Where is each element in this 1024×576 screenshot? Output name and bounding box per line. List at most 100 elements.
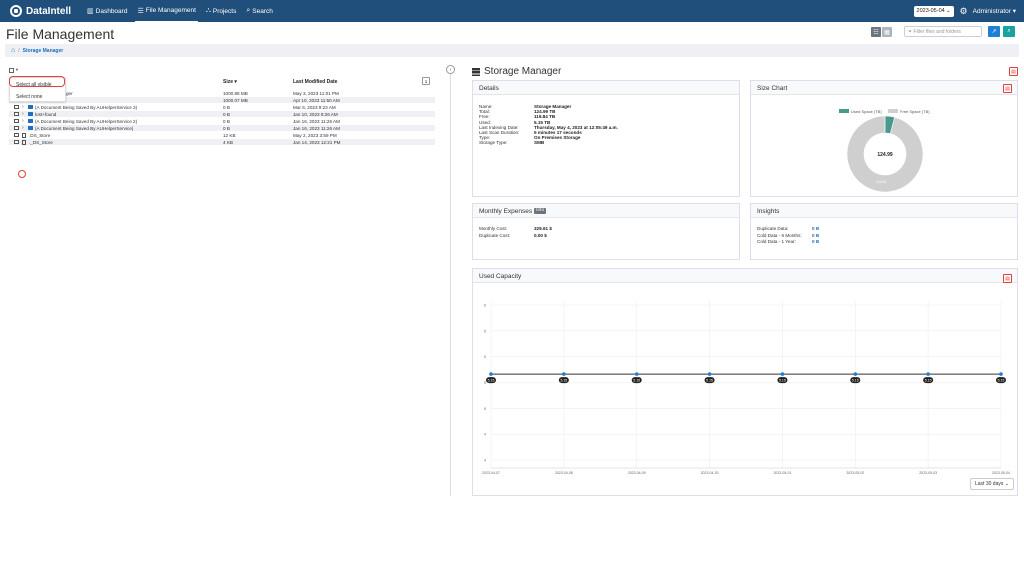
brand-logo-icon (10, 5, 22, 17)
select-all-checkbox[interactable] (9, 68, 14, 73)
row-name[interactable]: ._DS_Store (29, 139, 53, 145)
row-checkbox[interactable] (14, 104, 19, 109)
info-badge[interactable]: Info (534, 207, 547, 214)
column-last-modified[interactable]: Last Modified Date (293, 79, 338, 85)
row-name[interactable]: lost+found (35, 111, 57, 117)
table-row[interactable]: ._DS_Store 4 KB Jan 14, 2023 12:21 PM (9, 139, 435, 145)
row-size: 1000.07 MB (223, 97, 248, 103)
details-card: Details Name: Storage Manager Total: 124.99… (472, 80, 740, 197)
nav-projects[interactable]: ⛬ Projects (204, 0, 238, 22)
data-point[interactable] (562, 372, 566, 376)
y-tick-label: 5 (484, 407, 486, 411)
brand[interactable]: DataIntell (10, 5, 71, 17)
expenses-card: Monthly Expenses Info Monthly Cost: 329.61… (472, 203, 740, 260)
nav-dashboard-label: Dashboard (95, 7, 128, 15)
table-row[interactable]: .DS_Store 12 KB May 2, 2023 3:59 PM (9, 132, 435, 138)
row-checkbox[interactable] (14, 139, 19, 144)
folder-icon (28, 119, 33, 123)
data-point[interactable] (853, 372, 858, 376)
info-value: SMB (534, 140, 545, 146)
nav-file-management[interactable]: ☰ File Management (135, 0, 198, 22)
table-row[interactable]: ger 1000.88 MB May 3, 2023 11:01 PM (9, 90, 435, 96)
x-tick-label: 2023-05-02 (846, 471, 864, 475)
pane-divider[interactable] (450, 72, 451, 496)
gear-icon[interactable]: ⚙ (959, 5, 968, 16)
row-checkbox[interactable] (14, 118, 19, 123)
chart-button[interactable]: ↗ (988, 26, 1000, 37)
row-name[interactable]: (A Document Being Saved By AUHelperServi… (35, 104, 138, 110)
brand-name: DataIntell (26, 5, 72, 17)
y-tick-label: 4 (484, 433, 486, 437)
collapse-pane-button[interactable]: › (446, 65, 455, 74)
column-size[interactable]: Size ▾ (223, 79, 237, 85)
row-name[interactable]: .DS_Store (29, 132, 51, 138)
chevron-right-icon[interactable]: › (22, 103, 24, 110)
filter-icon: ⏷ (908, 28, 914, 35)
date-select[interactable]: 2023-05-04 ⌄ (913, 5, 954, 17)
data-point[interactable] (634, 372, 639, 376)
row-checkbox[interactable] (14, 111, 19, 116)
info-key: Type: (479, 135, 491, 141)
data-label-bg (631, 377, 642, 384)
info-value[interactable]: 0 B (812, 239, 820, 244)
chevron-right-icon[interactable]: › (22, 110, 24, 117)
table-row[interactable]: › lost+found 0 B Jan 10, 2023 8:26 AM (9, 111, 435, 117)
search-button[interactable]: ⌕ (1003, 26, 1015, 37)
table-row[interactable]: › (A Document Being Saved By AUHelperServ… (9, 125, 435, 131)
pdf-icon: ▤ (1011, 68, 1016, 75)
row-name[interactable]: (A Document Being Saved By AUHelperServi… (35, 118, 138, 124)
chart-icon: ▥ (87, 8, 94, 15)
column-count-badge[interactable]: 1 (422, 77, 430, 85)
info-value[interactable]: 0 B (812, 226, 820, 231)
home-icon[interactable]: ⌂ (11, 47, 16, 54)
donut-free-slice[interactable] (846, 115, 924, 193)
data-label: 5.15 (488, 378, 495, 382)
nav-projects-label: Projects (212, 7, 237, 15)
size-chart-pdf-button[interactable]: ▤ (1003, 84, 1012, 93)
list-icon: ☷ (873, 29, 879, 36)
row-date: Jan 14, 2023 12:21 PM (293, 139, 341, 145)
data-point[interactable] (780, 372, 785, 376)
data-label-bg (996, 377, 1006, 384)
user-name: Administrator (972, 8, 1011, 15)
row-checkbox[interactable] (14, 125, 19, 130)
data-point[interactable] (999, 372, 1003, 376)
x-tick-label: 2023-05-03 (919, 471, 937, 475)
info-value: 119.84 TB (534, 114, 556, 120)
data-point[interactable] (707, 372, 712, 376)
row-name[interactable]: ger (66, 90, 73, 96)
select-none-option[interactable]: Select none (16, 94, 43, 100)
folder-icon (28, 112, 33, 116)
y-tick-label: 4 (484, 459, 486, 463)
chevron-down-icon[interactable]: ▼ (15, 67, 19, 72)
top-navbar: DataIntell ▥ Dashboard ☰ File Management… (0, 0, 1024, 22)
list-view-button[interactable]: ☷ (871, 27, 881, 37)
capacity-pdf-button[interactable]: ▤ (1003, 274, 1012, 283)
data-point[interactable] (926, 372, 930, 376)
info-value[interactable]: 0 B (812, 232, 820, 238)
nav-search[interactable]: ⌕ Search (244, 0, 275, 22)
select-all-visible-option[interactable]: Select all visible (16, 82, 52, 88)
breadcrumb-storage-manager[interactable]: Storage Manager (22, 47, 64, 54)
row-checkbox[interactable] (14, 132, 19, 137)
range-select[interactable]: Last 30 days ⌄ (970, 478, 1014, 490)
chevron-right-icon[interactable]: › (22, 117, 24, 124)
user-menu[interactable]: Administrator ▾ (972, 8, 1016, 15)
row-size: 0 B (223, 125, 230, 131)
data-point[interactable] (489, 372, 493, 376)
table-row[interactable]: 1000.07 MB Apr 10, 2023 11:50 AM (9, 97, 435, 103)
table-row[interactable]: › (A Document Being Saved By AUHelperServ… (9, 118, 435, 124)
filter-input[interactable]: ⏷ Filter files and folders (904, 26, 982, 37)
export-pdf-button[interactable]: ▤ (1009, 67, 1018, 76)
info-key: Total: (479, 109, 490, 115)
data-label: 5.15 (706, 378, 713, 382)
table-row[interactable]: › (A Document Being Saved By AUHelperServ… (9, 104, 435, 110)
nav-dashboard[interactable]: ▥ Dashboard (85, 0, 129, 22)
chevron-right-icon[interactable]: › (22, 124, 24, 131)
page-title: File Management (6, 26, 115, 42)
row-name[interactable]: (A Document Being Saved By AUHelperServi… (35, 125, 134, 131)
search-icon: ⌕ (246, 7, 251, 14)
selection-dropdown: Select all visible Select none (9, 77, 66, 102)
grid-view-button[interactable]: ▦ (882, 27, 892, 37)
info-value: Storage Manager (534, 104, 572, 109)
